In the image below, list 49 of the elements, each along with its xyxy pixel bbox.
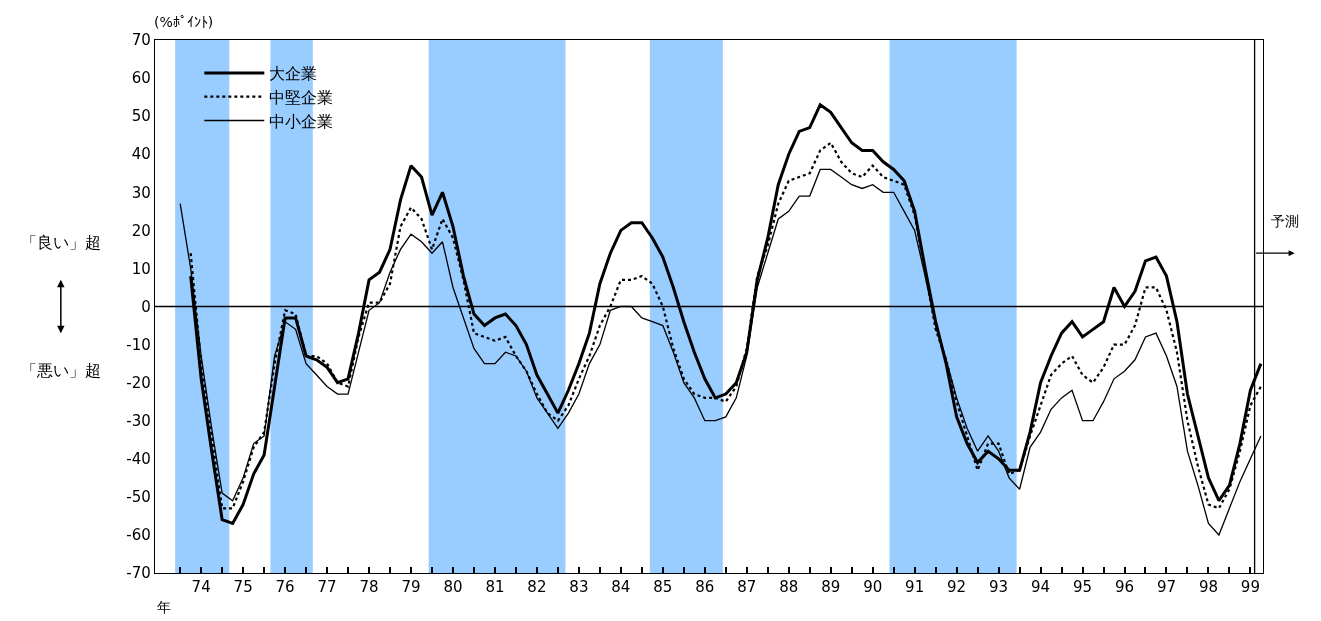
- x-tick-label: 95: [1072, 578, 1093, 597]
- x-tick-label: 77: [317, 578, 337, 597]
- x-tick-label: 94: [1031, 578, 1051, 597]
- y-tick-label: -70: [126, 564, 151, 583]
- y-tick-label: -60: [126, 526, 151, 545]
- text: 「良い」超: [21, 233, 101, 252]
- x-tick-label: 80: [443, 578, 463, 597]
- x-axis-title: 年: [157, 599, 171, 615]
- legend-label: 中小企業: [269, 111, 334, 131]
- x-tick-label: 83: [569, 578, 589, 597]
- x-tick-label: 87: [737, 578, 757, 597]
- x-tick-label: 78: [359, 578, 379, 597]
- x-tick-label: 81: [485, 578, 505, 597]
- text: 「悪い」超: [21, 361, 101, 380]
- y-tick-label: 10: [131, 259, 151, 278]
- x-tick-label: 98: [1198, 578, 1218, 597]
- y-tick-label: -30: [126, 411, 151, 430]
- x-tick-label: 96: [1114, 578, 1135, 597]
- y-tick-label: 20: [131, 221, 151, 240]
- ref-line-label: 予測: [1271, 213, 1299, 229]
- x-tick-label: 99: [1240, 578, 1260, 597]
- y-tick-label: 40: [131, 145, 151, 164]
- x-tick-label: 91: [905, 578, 925, 597]
- x-tick-label: 85: [653, 578, 673, 597]
- x-tick-label: 97: [1156, 578, 1177, 597]
- x-tick-label: 86: [695, 578, 715, 597]
- y-tick-label: 50: [131, 107, 151, 126]
- y-tick-label: 30: [131, 183, 151, 202]
- x-tick-label: 88: [779, 578, 799, 597]
- x-tick-label: 93: [989, 578, 1009, 597]
- y-axis-title: (%ﾎﾟｲﾝﾄ): [154, 14, 214, 30]
- legend-label: 中堅企業: [269, 87, 334, 107]
- y-tick-label: -20: [126, 373, 151, 392]
- y-tick-label: -50: [126, 488, 151, 507]
- y-tick-label: 0: [141, 297, 151, 316]
- x-tick-label: 79: [401, 578, 421, 597]
- y-tick-label: -10: [126, 335, 151, 354]
- x-tick-label: 76: [275, 578, 295, 597]
- x-tick-label: 82: [527, 578, 547, 597]
- y-tick-label: 60: [131, 69, 151, 88]
- x-tick-label: 89: [821, 578, 841, 597]
- x-tick-label: 75: [233, 578, 253, 597]
- x-tick-label: 74: [191, 578, 211, 597]
- legend-label: 大企業: [269, 64, 318, 84]
- y-tick-label: 70: [131, 31, 151, 50]
- y-tick-label: -40: [126, 450, 151, 469]
- x-tick-label: 84: [611, 578, 631, 597]
- x-tick-label: 90: [863, 578, 883, 597]
- x-tick-label: 92: [947, 578, 967, 597]
